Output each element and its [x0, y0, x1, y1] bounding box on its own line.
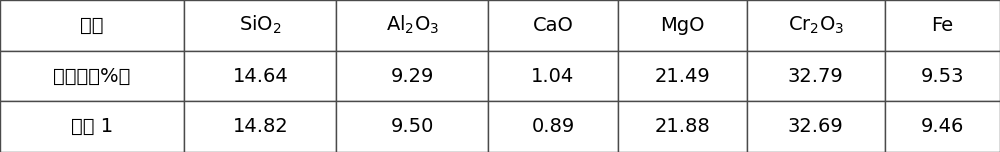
Text: 14.64: 14.64	[232, 67, 288, 85]
Bar	[747, 101, 885, 152]
Text: 9.46: 9.46	[921, 117, 964, 136]
Text: $\mathregular{Cr_2O_3}$: $\mathregular{Cr_2O_3}$	[788, 15, 844, 36]
Bar	[618, 0, 747, 51]
Bar	[0, 51, 184, 101]
Bar	[0, 101, 184, 152]
Bar	[885, 101, 1000, 152]
Text: 9.50: 9.50	[391, 117, 434, 136]
Bar	[885, 0, 1000, 51]
Text: CaO: CaO	[533, 16, 573, 35]
Bar	[336, 0, 488, 51]
Bar	[488, 51, 618, 101]
Text: 9.29: 9.29	[391, 67, 434, 85]
Bar	[336, 51, 488, 101]
Bar	[618, 101, 747, 152]
Bar	[885, 51, 1000, 101]
Text: Fe: Fe	[931, 16, 953, 35]
Text: 14.82: 14.82	[232, 117, 288, 136]
Bar	[184, 101, 336, 152]
Bar	[488, 0, 618, 51]
Text: $\mathregular{Al_2O_3}$: $\mathregular{Al_2O_3}$	[386, 14, 439, 36]
Text: 9.53: 9.53	[921, 67, 964, 85]
Text: 实例 1: 实例 1	[71, 117, 113, 136]
Bar	[747, 51, 885, 101]
Bar	[747, 0, 885, 51]
Bar	[184, 0, 336, 51]
Text: 32.69: 32.69	[788, 117, 844, 136]
Text: 21.49: 21.49	[654, 67, 710, 85]
Text: 0.89: 0.89	[531, 117, 575, 136]
Text: 元素: 元素	[80, 16, 104, 35]
Text: 21.88: 21.88	[654, 117, 710, 136]
Bar	[618, 51, 747, 101]
Text: MgO: MgO	[660, 16, 704, 35]
Bar	[0, 0, 184, 51]
Bar	[336, 101, 488, 152]
Text: 1.04: 1.04	[531, 67, 575, 85]
Bar	[488, 101, 618, 152]
Text: 标准値（%）: 标准値（%）	[53, 67, 131, 85]
Text: 32.79: 32.79	[788, 67, 844, 85]
Text: $\mathregular{SiO_2}$: $\mathregular{SiO_2}$	[239, 14, 282, 36]
Bar	[184, 51, 336, 101]
